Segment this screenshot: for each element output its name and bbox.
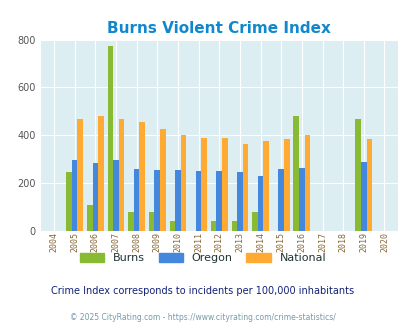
Bar [128, 212, 134, 231]
Bar [195, 171, 201, 231]
Bar [360, 162, 366, 231]
Bar [180, 135, 186, 231]
Legend: Burns, Oregon, National: Burns, Oregon, National [75, 248, 330, 268]
Bar [98, 116, 103, 231]
Bar [298, 168, 304, 231]
Bar [242, 144, 247, 231]
Bar [66, 172, 72, 231]
Bar [366, 139, 371, 231]
Bar [77, 118, 83, 231]
Bar [283, 139, 289, 231]
Bar [201, 138, 207, 231]
Bar [92, 163, 98, 231]
Bar [87, 205, 92, 231]
Bar [257, 176, 263, 231]
Bar [231, 221, 237, 231]
Bar [113, 160, 119, 231]
Bar [139, 122, 145, 231]
Bar [175, 170, 180, 231]
Bar [72, 160, 77, 231]
Bar [354, 118, 360, 231]
Bar [304, 135, 309, 231]
Bar [107, 46, 113, 231]
Bar [263, 141, 268, 231]
Bar [134, 169, 139, 231]
Bar [149, 212, 154, 231]
Bar [169, 221, 175, 231]
Bar [154, 170, 160, 231]
Title: Burns Violent Crime Index: Burns Violent Crime Index [107, 21, 330, 36]
Bar [278, 169, 283, 231]
Bar [210, 221, 216, 231]
Bar [222, 138, 227, 231]
Bar [119, 118, 124, 231]
Text: Crime Index corresponds to incidents per 100,000 inhabitants: Crime Index corresponds to incidents per… [51, 286, 354, 296]
Bar [216, 171, 222, 231]
Bar [293, 116, 298, 231]
Bar [252, 212, 257, 231]
Bar [160, 129, 165, 231]
Text: © 2025 CityRating.com - https://www.cityrating.com/crime-statistics/: © 2025 CityRating.com - https://www.city… [70, 313, 335, 322]
Bar [237, 172, 242, 231]
